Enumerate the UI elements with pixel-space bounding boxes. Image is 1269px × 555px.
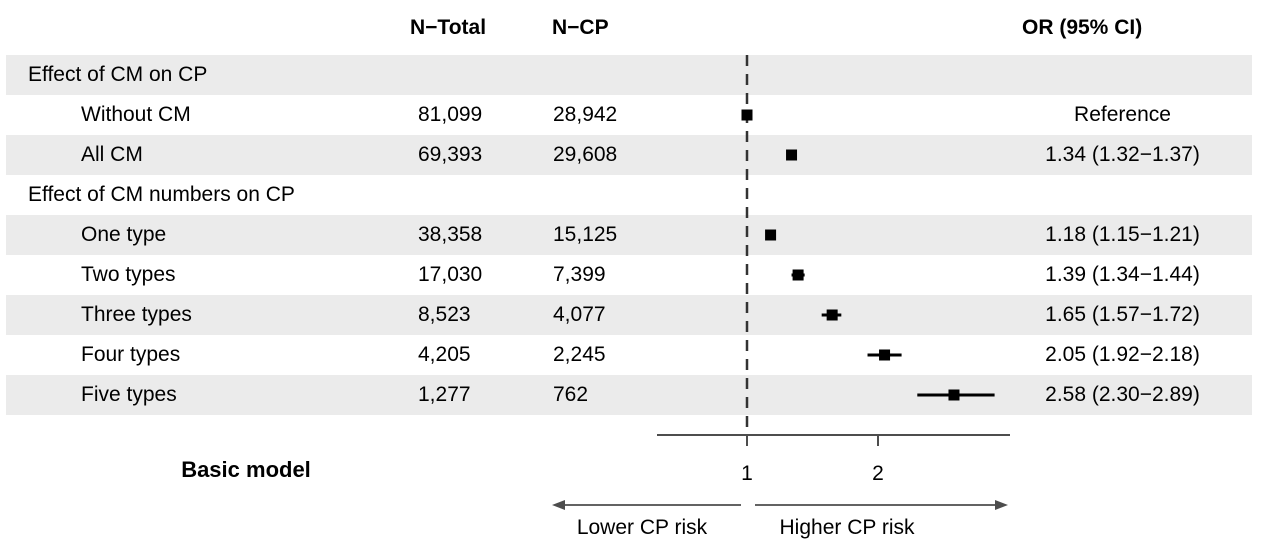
n-cp-value: 762 [553,383,589,406]
n-cp-value: 7,399 [553,263,606,286]
higher-risk-label: Higher CP risk [779,516,915,539]
row-label: Effect of CM on CP [28,63,208,86]
section-row: Effect of CM on CP [6,55,1252,95]
or-ci-value: 1.65 (1.57−1.72) [1045,303,1200,326]
n-total-value: 81,099 [418,103,483,126]
row-label: Three types [81,303,192,326]
row-label: Without CM [81,103,191,126]
column-header-or-ci: OR (95% CI) [1022,16,1143,39]
table-row: Two types 17,030 7,399 1.39 (1.34−1.44) [6,255,1252,295]
higher-risk-arrowhead [995,500,1008,510]
or-ci-value: 2.05 (1.92−2.18) [1045,343,1200,366]
or-ci-value: Reference [1074,103,1171,126]
table-row: Five types 1,277 762 2.58 (2.30−2.89) [6,375,1252,415]
x-axis-tick-label: 1 [741,462,753,485]
lower-risk-label: Lower CP risk [576,516,708,539]
row-label: Two types [81,263,176,286]
table-row: All CM 69,393 29,608 1.34 (1.32−1.37) [6,135,1252,175]
n-cp-value: 4,077 [553,303,606,326]
n-total-value: 17,030 [418,263,483,286]
or-ci-value: 2.58 (2.30−2.89) [1045,383,1200,406]
section-row: Effect of CM numbers on CP [6,175,1252,215]
table-row: Three types 8,523 4,077 1.65 (1.57−1.72) [6,295,1252,335]
table-row: Four types 4,205 2,245 2.05 (1.92−2.18) [6,335,1252,375]
n-total-value: 4,205 [418,343,471,366]
row-label: Effect of CM numbers on CP [28,183,295,206]
n-total-value: 8,523 [418,303,471,326]
or-ci-value: 1.34 (1.32−1.37) [1045,143,1200,166]
column-header-n-cp: N−CP [552,16,609,39]
model-label: Basic model [181,457,311,482]
column-header-n-total: N−Total [410,16,487,39]
table-row: One type 38,358 15,125 1.18 (1.15−1.21) [6,215,1252,255]
n-total-value: 1,277 [418,383,471,406]
n-total-value: 38,358 [418,223,483,246]
n-cp-value: 15,125 [553,223,618,246]
x-axis-tick-label: 2 [872,462,884,485]
n-cp-value: 29,608 [553,143,618,166]
row-label: Five types [81,383,177,406]
row-label: One type [81,223,167,246]
row-label: Four types [81,343,181,366]
or-ci-value: 1.18 (1.15−1.21) [1045,223,1200,246]
n-total-value: 69,393 [418,143,483,166]
n-cp-value: 28,942 [553,103,618,126]
or-ci-value: 1.39 (1.34−1.44) [1045,263,1200,286]
n-cp-value: 2,245 [553,343,606,366]
lower-risk-arrowhead [552,500,565,510]
table-row: Without CM 81,099 28,942 Reference [6,95,1252,135]
row-label: All CM [81,143,143,166]
